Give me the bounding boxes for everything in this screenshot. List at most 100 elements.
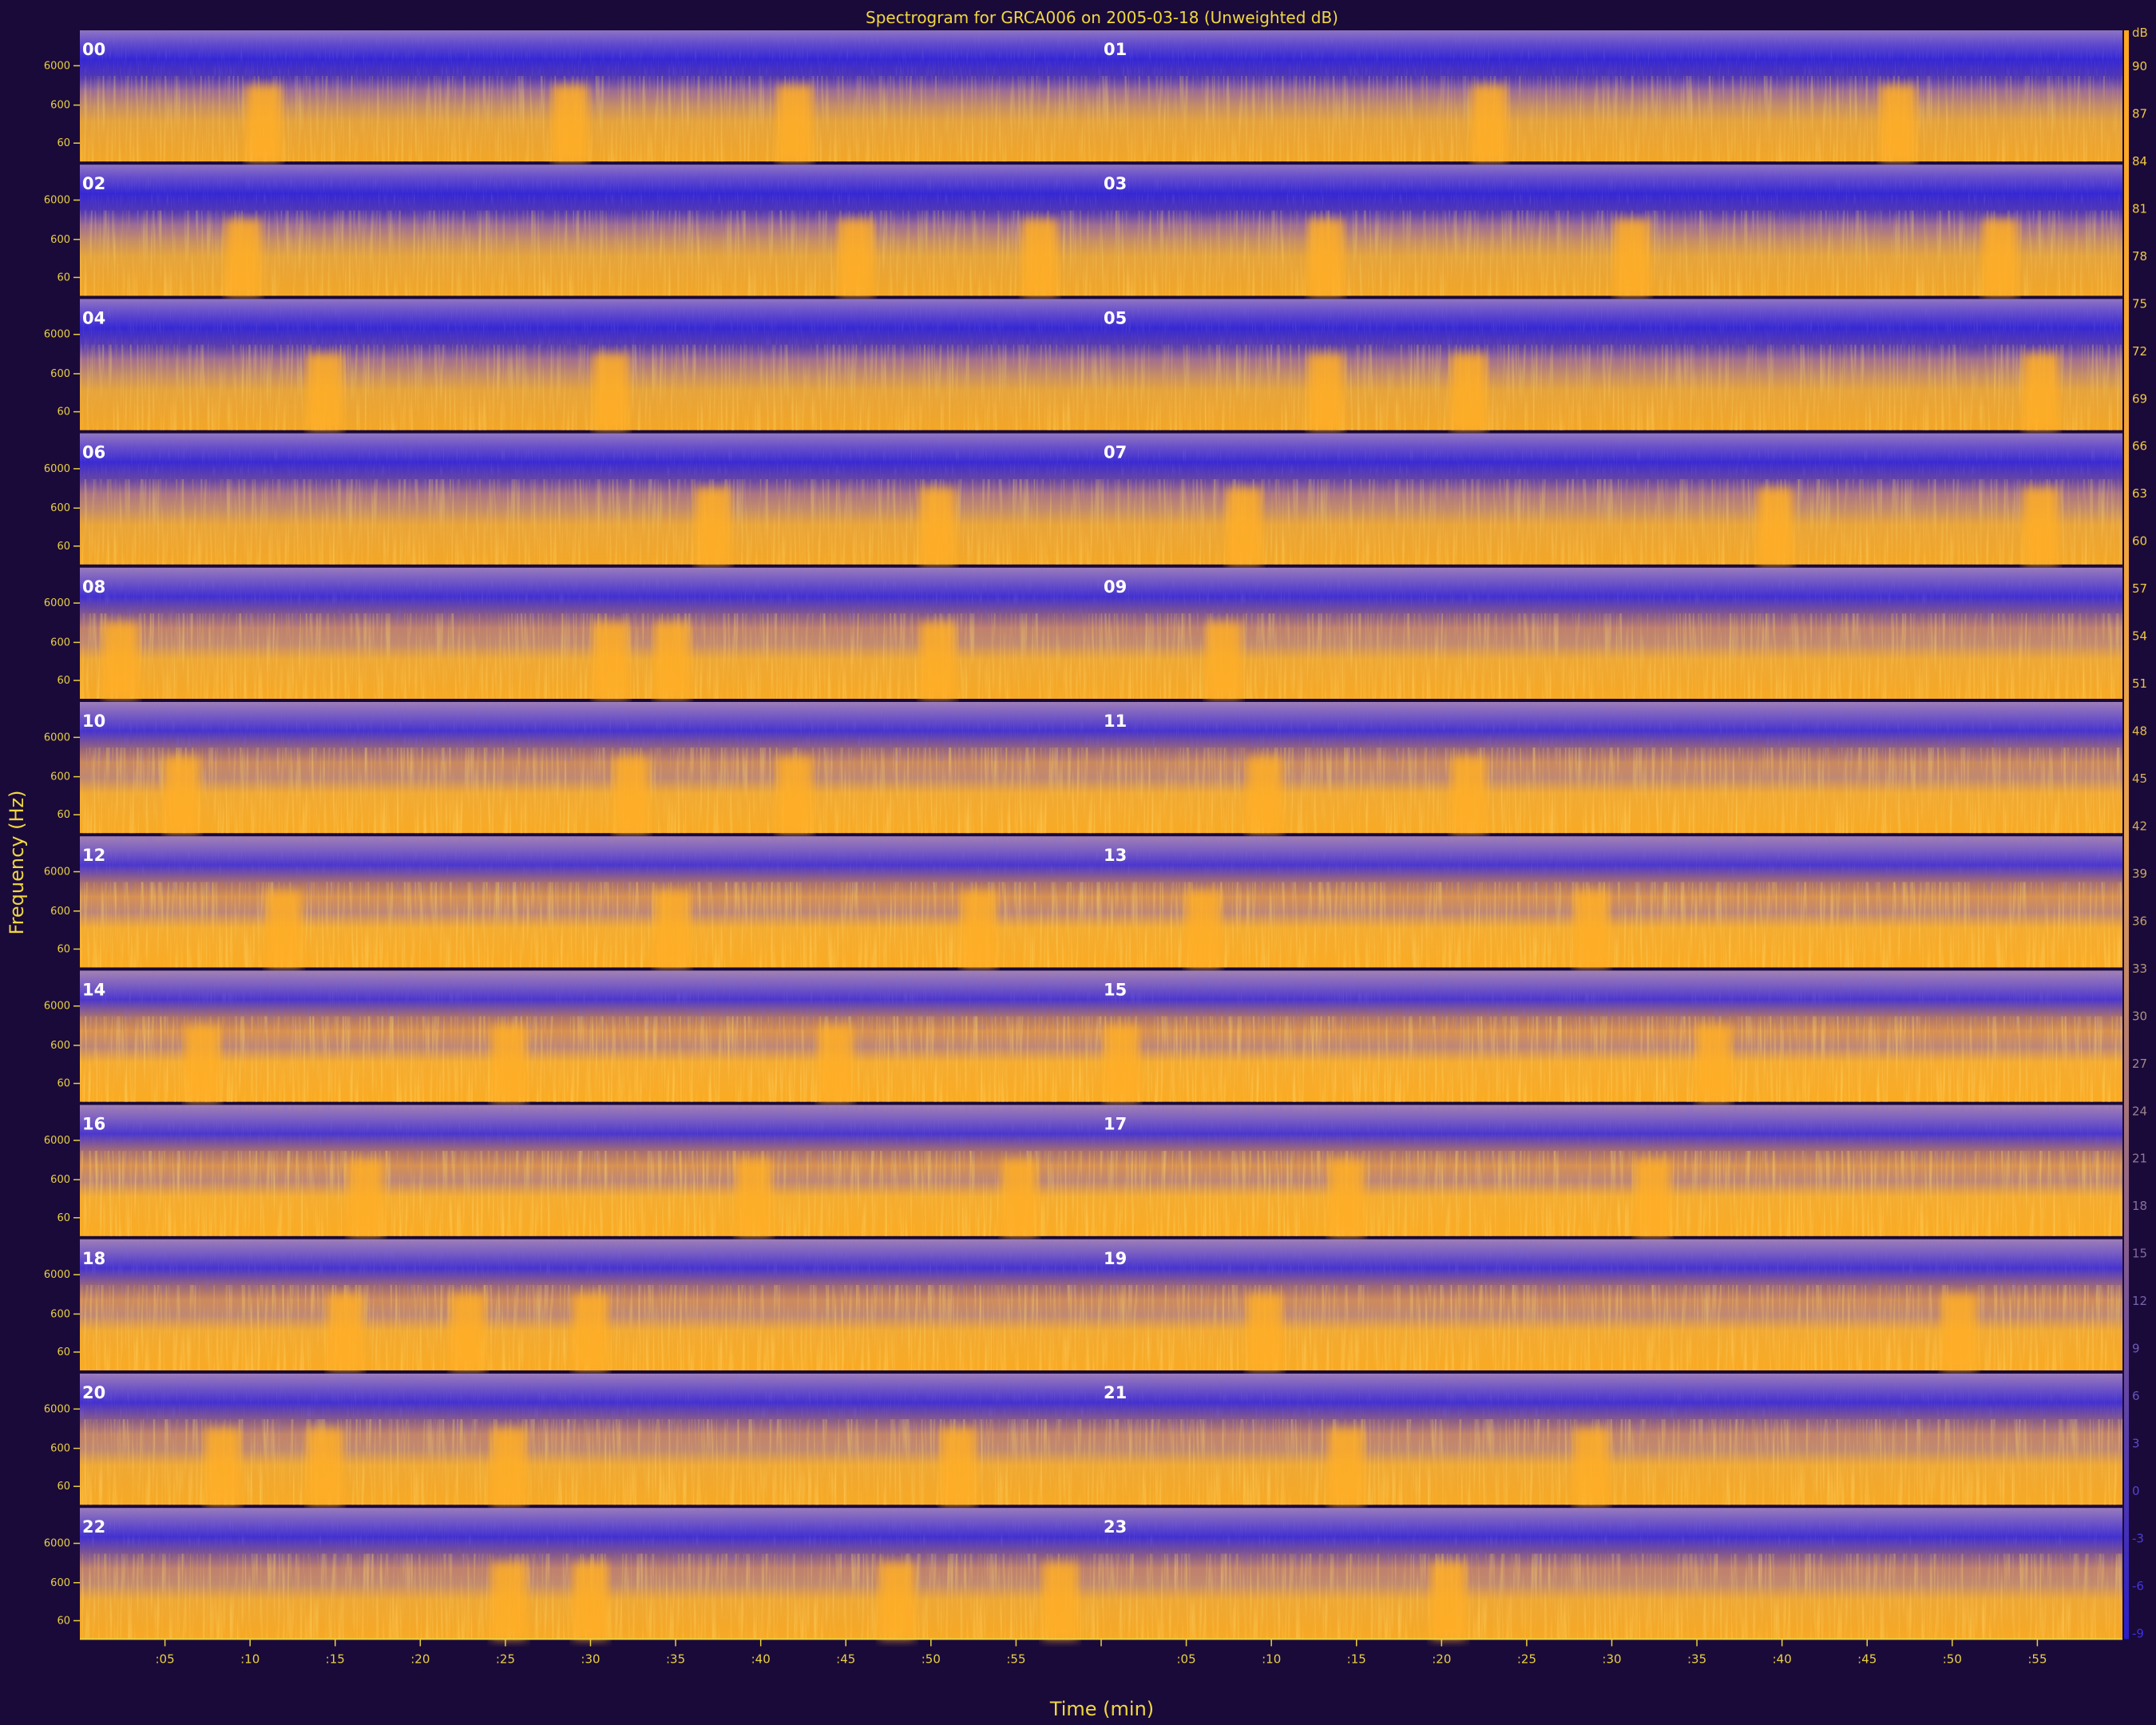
sound-event [593, 354, 629, 430]
spectrogram-row: 08 09 6000 600 60 [44, 567, 2122, 699]
y-tick-label: 600 [50, 1040, 70, 1052]
colorbar-label: 90 [2132, 59, 2147, 73]
sound-event [920, 622, 956, 699]
sound-event [1451, 354, 1487, 430]
spectrogram-texture [80, 299, 2122, 359]
x-tick-label: :05 [1177, 1652, 1196, 1666]
colorbar-label: 24 [2132, 1104, 2147, 1118]
hour-label: 02 [82, 174, 105, 193]
sound-event [1246, 1294, 1282, 1370]
x-tick-label: :35 [1687, 1652, 1706, 1666]
x-tick-label: :15 [326, 1652, 345, 1666]
sound-event [777, 756, 813, 834]
colorbar-label: 15 [2132, 1247, 2147, 1261]
y-tick-label: 60 [57, 1078, 70, 1090]
hour-label: 06 [82, 443, 105, 462]
colorbar-label: 48 [2132, 724, 2147, 739]
y-tick-label: 600 [50, 1577, 70, 1589]
sound-event [1227, 488, 1262, 565]
spectrogram-row: 06 07 6000 600 60 [44, 433, 2122, 565]
sound-event [307, 1428, 343, 1505]
sound-event [205, 1428, 241, 1505]
hour-label: 10 [82, 712, 105, 731]
sound-event [736, 1160, 772, 1236]
x-tick-label: :05 [156, 1652, 175, 1666]
x-axis: :05:10:15:20:25:30:35:40:45:50:55:05:10:… [80, 1638, 2122, 1666]
colorbar-label: 78 [2132, 249, 2147, 264]
hour-label: 18 [82, 1249, 105, 1268]
sound-event [1022, 220, 1058, 296]
y-tick-label: 600 [50, 1308, 70, 1320]
sound-event [879, 1563, 915, 1640]
y-tick-label: 6000 [44, 60, 70, 72]
colorbar-label: 63 [2132, 486, 2147, 501]
colorbar-label: 42 [2132, 819, 2147, 833]
colorbar-label: 9 [2132, 1342, 2140, 1356]
sound-event [654, 891, 690, 968]
spectrogram-texture [80, 1374, 2122, 1433]
sound-event [552, 85, 588, 162]
y-tick-label: 600 [50, 1174, 70, 1186]
y-tick-label: 600 [50, 906, 70, 918]
sound-event [1185, 891, 1221, 968]
sound-event [491, 1025, 527, 1102]
hour-label: 20 [82, 1383, 105, 1402]
colorbar-label: 81 [2132, 201, 2147, 216]
sound-event [695, 488, 731, 565]
spectrogram-texture [80, 748, 2122, 834]
hour-label: 08 [82, 577, 105, 597]
x-tick-label: :35 [666, 1652, 685, 1666]
sound-event [184, 1025, 220, 1102]
colorbar-label: 66 [2132, 439, 2147, 454]
colorbar-label: 60 [2132, 534, 2147, 549]
spectrogram-texture [80, 1419, 2122, 1505]
colorbar-label: 45 [2132, 771, 2147, 786]
x-tick-label: :45 [836, 1652, 855, 1666]
hour-label: 17 [1104, 1115, 1127, 1134]
sound-event [1430, 1563, 1466, 1640]
spectrogram-texture [80, 1553, 2122, 1640]
sound-event [225, 220, 261, 296]
sound-event [573, 1294, 608, 1370]
sound-event [1472, 85, 1508, 162]
x-tick-label: :10 [240, 1652, 260, 1666]
hour-label: 19 [1104, 1249, 1127, 1268]
sound-event [961, 891, 997, 968]
spectrogram-row: 20 21 6000 600 60 [44, 1374, 2122, 1505]
sound-event [1573, 1428, 1609, 1505]
colorbar-label: -9 [2132, 1626, 2144, 1640]
colorbar-label: 27 [2132, 1057, 2147, 1071]
colorbar-label: 3 [2132, 1437, 2140, 1451]
spectrogram-texture [80, 1508, 2122, 1568]
hour-label: 07 [1104, 443, 1127, 462]
sound-event [818, 1025, 854, 1102]
sound-event [1982, 220, 2018, 296]
spectrogram-row: 02 03 6000 600 60 [44, 165, 2122, 296]
y-tick-label: 600 [50, 1443, 70, 1455]
colorbar-label: -3 [2132, 1531, 2144, 1545]
sound-event [1941, 1294, 1977, 1370]
y-tick-label: 6000 [44, 732, 70, 744]
sound-event [327, 1294, 363, 1370]
sound-event [777, 85, 813, 162]
spectrogram-texture [80, 613, 2122, 699]
sound-event [593, 622, 629, 699]
sound-event [1206, 622, 1242, 699]
colorbar-label: 87 [2132, 106, 2147, 121]
spectrogram-texture [80, 836, 2122, 896]
colorbar-unit: dB [2132, 26, 2148, 40]
sound-event [103, 622, 139, 699]
y-tick-label: 6000 [44, 597, 70, 609]
y-tick-label: 60 [57, 1481, 70, 1493]
y-tick-label: 60 [57, 943, 70, 955]
spectrogram-row: 16 17 6000 600 60 [44, 1104, 2122, 1236]
sound-event [491, 1428, 527, 1505]
sound-event [307, 354, 343, 430]
y-tick-label: 60 [57, 406, 70, 418]
hour-label: 11 [1104, 712, 1127, 731]
y-tick-label: 600 [50, 368, 70, 380]
colorbar-label: 57 [2132, 581, 2147, 596]
colorbar-label: 54 [2132, 629, 2147, 644]
x-axis-label: Time (min) [1049, 1698, 1154, 1720]
